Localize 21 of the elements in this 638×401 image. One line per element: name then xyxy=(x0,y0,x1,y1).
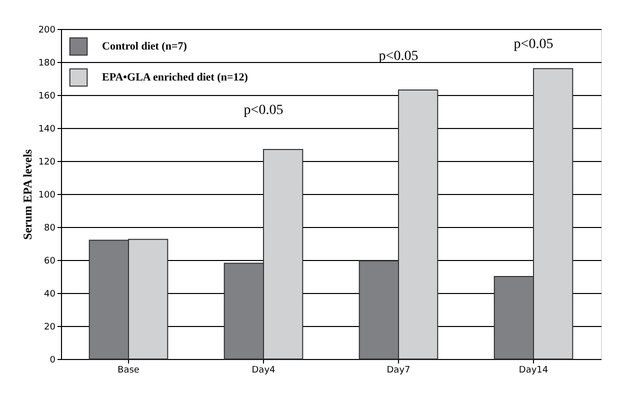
y-tick-label: 200 xyxy=(38,26,56,36)
y-tick-label: 60 xyxy=(44,256,56,266)
x-tick-label: Base xyxy=(118,366,140,376)
y-tick-label: 0 xyxy=(50,356,56,366)
y-axis-title: Serum EPA levels xyxy=(20,148,34,240)
x-tick-label: Day4 xyxy=(252,366,276,376)
legend-label: Control diet (n=7) xyxy=(102,40,188,52)
y-tick-label: 140 xyxy=(38,124,56,134)
legend-label: EPA•GLA enriched diet (n=12) xyxy=(102,72,248,84)
x-tick-label: Day7 xyxy=(386,366,410,376)
y-tick-label: 20 xyxy=(44,322,56,332)
y-tick-label: 160 xyxy=(38,92,56,102)
y-tick-label: 180 xyxy=(38,58,56,68)
annotation: p<0.05 xyxy=(514,37,554,52)
y-tick-label: 120 xyxy=(38,158,56,168)
y-tick-label: 100 xyxy=(38,190,56,200)
annotation: p<0.05 xyxy=(244,103,284,118)
x-tick-label: Day14 xyxy=(518,366,548,376)
annotation: p<0.05 xyxy=(378,49,418,64)
y-tick-label: 40 xyxy=(44,290,56,300)
y-tick-label: 80 xyxy=(44,224,56,234)
